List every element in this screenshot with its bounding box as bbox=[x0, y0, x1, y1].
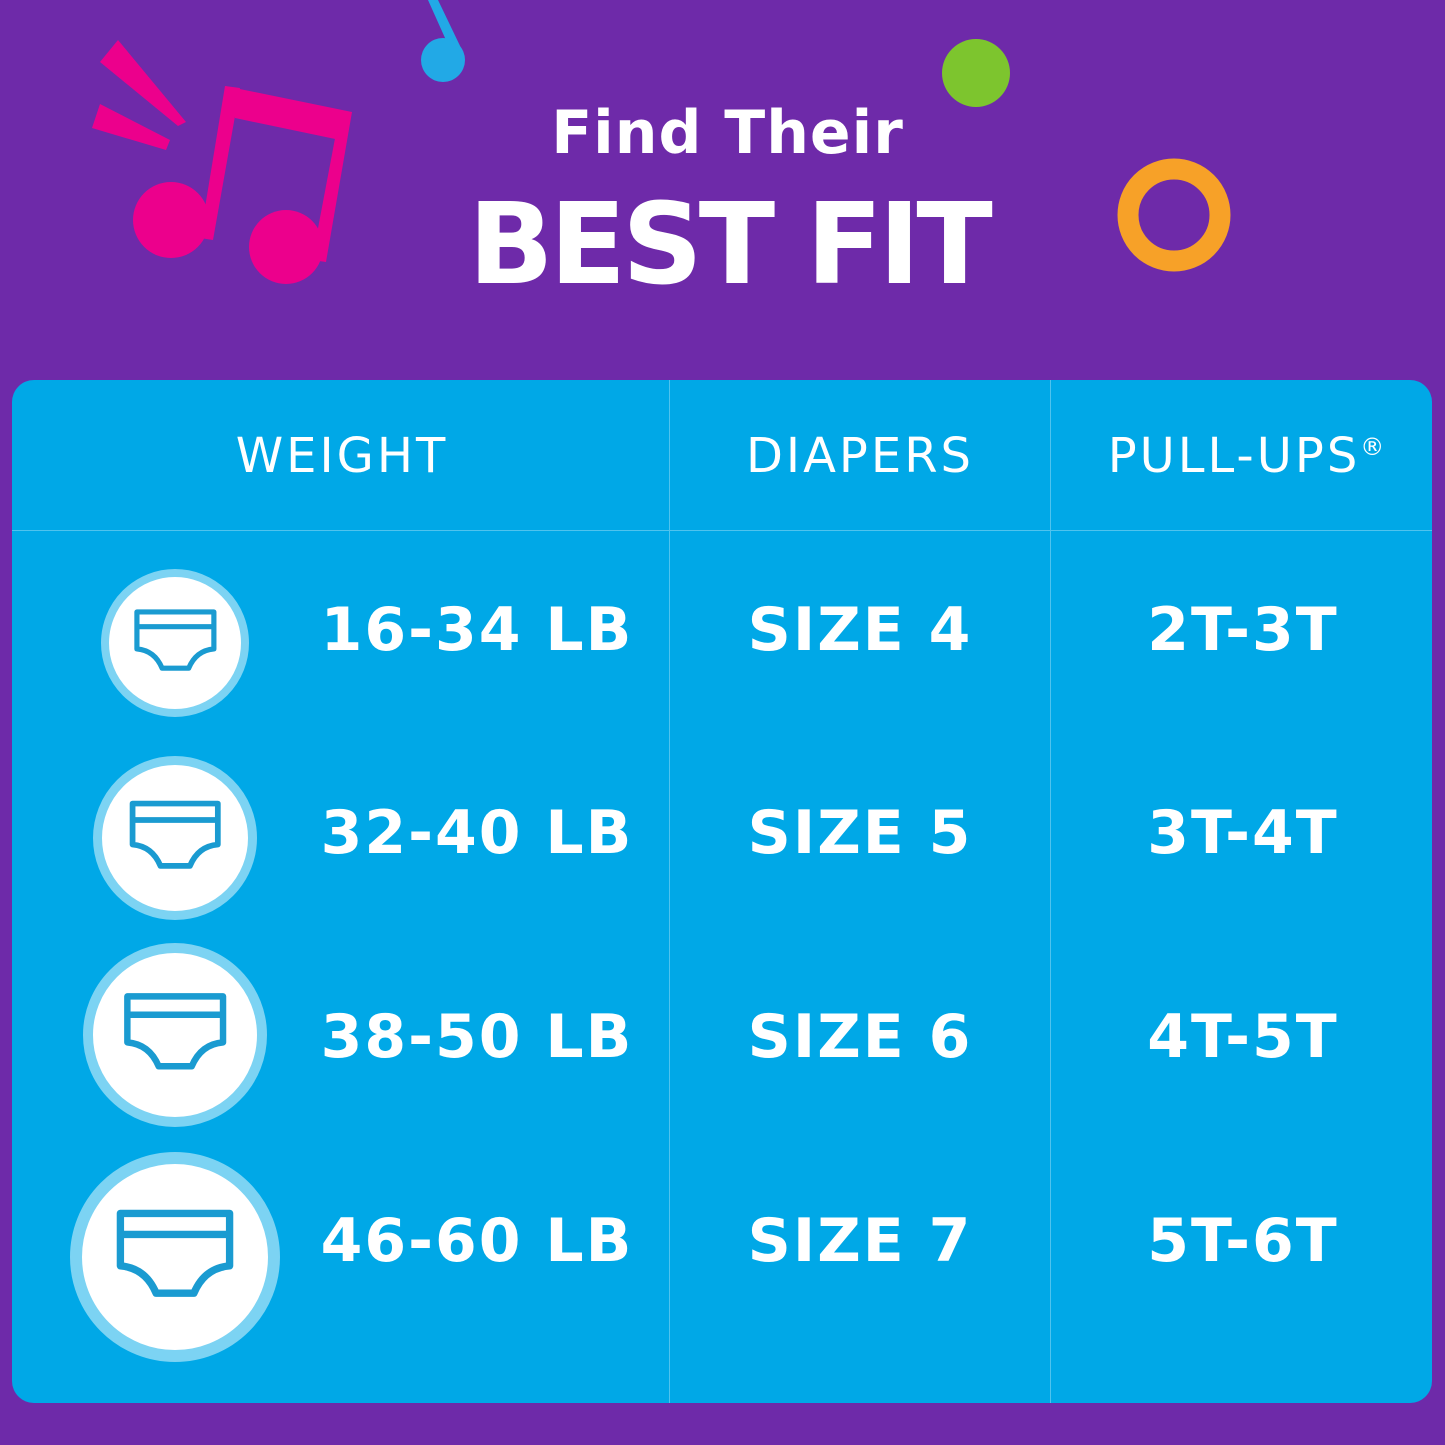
pullups-cell: 5T-6T bbox=[1147, 1206, 1339, 1276]
decorations bbox=[92, 0, 1231, 284]
registered-mark: ® bbox=[1360, 433, 1385, 461]
music-note-icon bbox=[421, 0, 465, 82]
diaper-icon bbox=[70, 1152, 280, 1362]
column-header-pullups: PULL-UPS® bbox=[1051, 428, 1441, 484]
green-dot-icon bbox=[942, 39, 1010, 107]
diapers-cell: SIZE 5 bbox=[747, 798, 973, 868]
diapers-cell: SIZE 6 bbox=[747, 1002, 973, 1072]
column-divider bbox=[669, 380, 670, 1403]
diaper-icon bbox=[83, 943, 267, 1127]
header-title: BEST FIT bbox=[468, 180, 993, 310]
diaper-glyph bbox=[129, 800, 221, 869]
diaper-glyph bbox=[116, 1209, 234, 1297]
diaper-glyph bbox=[123, 993, 227, 1070]
music-note-icon bbox=[92, 40, 352, 284]
pullups-cell: 2T-3T bbox=[1147, 595, 1339, 665]
orange-ring-icon bbox=[1117, 158, 1231, 272]
column-header-weight: WEIGHT bbox=[235, 428, 449, 484]
weight-cell: 16-34 LB bbox=[320, 595, 634, 665]
diaper-icon bbox=[101, 569, 249, 717]
weight-cell: 46-60 LB bbox=[320, 1206, 634, 1276]
pullups-cell: 3T-4T bbox=[1147, 798, 1339, 868]
weight-cell: 38-50 LB bbox=[320, 1002, 634, 1072]
weight-cell: 32-40 LB bbox=[320, 798, 634, 868]
diapers-cell: SIZE 4 bbox=[747, 595, 973, 665]
header-subtitle: Find Their bbox=[551, 98, 904, 168]
pullups-cell: 4T-5T bbox=[1147, 1002, 1339, 1072]
size-chart-table: WEIGHT DIAPERS PULL-UPS® 16-34 LB SIZE 4… bbox=[12, 380, 1432, 1403]
column-divider bbox=[1050, 380, 1051, 1403]
diapers-cell: SIZE 7 bbox=[747, 1206, 973, 1276]
diaper-glyph bbox=[133, 609, 217, 671]
diaper-icon bbox=[93, 756, 257, 920]
column-header-diapers: DIAPERS bbox=[745, 428, 975, 484]
header-divider bbox=[12, 530, 1432, 531]
pullups-label: PULL-UPS bbox=[1107, 428, 1361, 484]
